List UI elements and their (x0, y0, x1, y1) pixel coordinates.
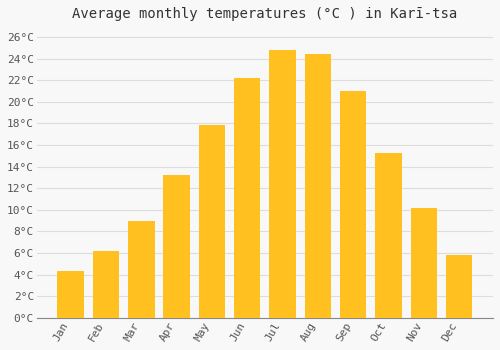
Bar (410, 208, 437, 318)
Bar (304, 54, 331, 318)
Bar (58, 271, 84, 318)
Bar (446, 255, 472, 318)
Title: Average monthly temperatures (°C ) in Karī-tsa: Average monthly temperatures (°C ) in Ka… (72, 7, 458, 21)
Bar (93, 251, 120, 318)
Bar (270, 50, 296, 318)
Bar (375, 153, 402, 318)
Bar (234, 78, 260, 318)
Bar (340, 91, 366, 318)
Bar (128, 220, 154, 318)
Bar (164, 175, 190, 318)
Bar (198, 125, 225, 318)
